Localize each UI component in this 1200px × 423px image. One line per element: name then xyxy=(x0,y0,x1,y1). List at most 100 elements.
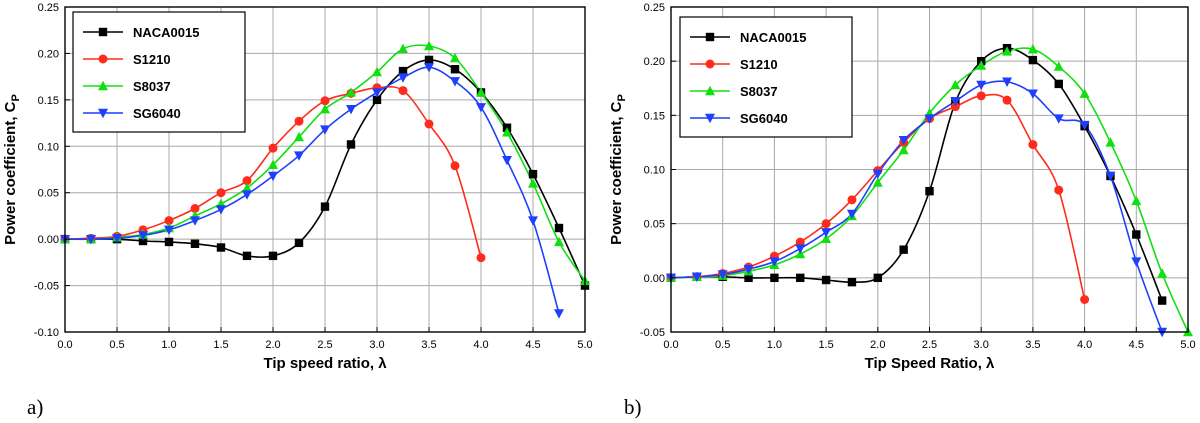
x-tick-label: 3.0 xyxy=(974,339,989,351)
legend-label: S1210 xyxy=(740,57,778,72)
data-point xyxy=(770,273,779,283)
data-point xyxy=(346,104,356,115)
data-point xyxy=(1080,295,1090,304)
data-point xyxy=(138,231,148,241)
data-point xyxy=(743,264,754,275)
data-point xyxy=(717,270,728,280)
data-point xyxy=(138,236,148,246)
data-point xyxy=(899,245,908,254)
data-point xyxy=(502,127,512,137)
data-point xyxy=(950,97,961,107)
panel-label-a: a) xyxy=(27,395,44,419)
data-point xyxy=(242,190,252,200)
data-point xyxy=(372,66,382,77)
data-point xyxy=(898,144,909,155)
y-tick-label: 0.10 xyxy=(644,165,665,177)
legend-marker xyxy=(705,113,715,124)
data-point xyxy=(847,195,857,205)
legend-marker xyxy=(98,54,108,64)
y-tick-label: 0.20 xyxy=(644,56,665,68)
legend-marker xyxy=(98,27,108,37)
data-point xyxy=(795,237,805,247)
y-tick-label: -0.05 xyxy=(640,327,665,339)
data-point xyxy=(502,156,512,166)
data-point xyxy=(164,216,174,226)
data-point xyxy=(873,273,882,283)
x-tick-label: 4.5 xyxy=(525,339,540,351)
data-point xyxy=(476,87,486,97)
legend-label: SG6040 xyxy=(133,106,181,121)
x-tick-label: 4.0 xyxy=(1077,339,1092,351)
data-point xyxy=(294,151,304,161)
x-tick-label: 3.5 xyxy=(421,339,436,351)
axis-ticks: 0.0 0.5 1.0 1.5 2.0 2.5 3.0 3.5 4.0 4.5 5.0 -0.10 -0… xyxy=(34,2,593,351)
data-point xyxy=(372,88,382,98)
legend-label: SG6040 xyxy=(740,111,788,126)
legend-marker xyxy=(705,85,715,96)
legend-label: S8037 xyxy=(133,79,171,94)
y-tick-label: 0.00 xyxy=(38,234,59,246)
data-point xyxy=(112,234,122,244)
data-point xyxy=(950,79,961,90)
x-tick-label: 0.5 xyxy=(109,339,124,351)
data-point xyxy=(242,176,252,186)
data-point xyxy=(744,273,753,283)
data-point xyxy=(450,65,460,74)
data-point xyxy=(821,219,831,229)
data-point xyxy=(320,125,330,135)
data-point xyxy=(846,209,857,220)
data-point xyxy=(528,178,538,188)
y-axis-label: Power coefficient, CP xyxy=(608,94,628,245)
legend-label: NACA0015 xyxy=(133,25,199,40)
y-tick-label: 0.00 xyxy=(644,273,665,285)
data-point xyxy=(216,243,226,252)
data-point xyxy=(424,40,434,51)
x-tick-label: 3.0 xyxy=(369,339,384,351)
x-tick-label: 2.0 xyxy=(870,339,885,351)
data-point xyxy=(528,216,538,226)
data-point xyxy=(1002,77,1013,87)
x-tick-label: 1.0 xyxy=(767,339,782,351)
data-point xyxy=(976,60,987,70)
legend-marker xyxy=(98,80,108,91)
data-point xyxy=(795,244,806,254)
x-tick-label: 2.5 xyxy=(317,339,332,351)
y-tick-label: 0.05 xyxy=(38,188,59,200)
data-point xyxy=(1157,296,1167,305)
data-point xyxy=(769,257,780,267)
data-point xyxy=(242,251,252,261)
data-point xyxy=(1105,171,1116,182)
y-tick-label: 0.20 xyxy=(38,48,59,60)
y-tick-label: 0.15 xyxy=(38,95,59,107)
data-point xyxy=(1027,89,1038,99)
x-tick-label: 2.0 xyxy=(265,339,280,351)
y-tick-label: -0.10 xyxy=(34,327,59,339)
data-point xyxy=(1028,140,1038,150)
data-point xyxy=(1131,195,1142,206)
data-point xyxy=(450,77,460,87)
chart-a: 0.0 0.5 1.0 1.5 2.0 2.5 3.0 3.5 4.0 4.5 5.0 -0.10 -0… xyxy=(2,2,593,372)
data-point xyxy=(1132,230,1141,239)
data-point xyxy=(320,96,330,106)
data-point xyxy=(1027,44,1038,54)
legend-marker xyxy=(705,32,715,42)
y-axis-label-subscript: P xyxy=(10,94,22,101)
data-point xyxy=(1002,46,1013,56)
data-point xyxy=(398,66,408,76)
data-point xyxy=(924,114,935,124)
x-tick-label: 1.0 xyxy=(161,339,176,351)
chart-b: 0.0 0.5 1.0 1.5 2.0 2.5 3.0 3.5 4.0 4.5 5.0 -0.05 0.… xyxy=(608,2,1196,372)
data-point xyxy=(1002,95,1012,105)
x-tick-label: 1.5 xyxy=(818,339,833,351)
data-point xyxy=(1157,268,1168,278)
legend: NACA0015 S1210 S8037 SG6040 xyxy=(679,16,853,138)
data-point xyxy=(528,169,538,179)
y-tick-label: 0.15 xyxy=(644,110,665,122)
data-point xyxy=(294,238,304,248)
data-point xyxy=(1028,55,1038,65)
data-point xyxy=(872,169,883,180)
data-point xyxy=(898,136,909,146)
data-point xyxy=(346,87,356,97)
series-markers-sg6040 xyxy=(666,77,1168,338)
data-point xyxy=(242,182,252,193)
